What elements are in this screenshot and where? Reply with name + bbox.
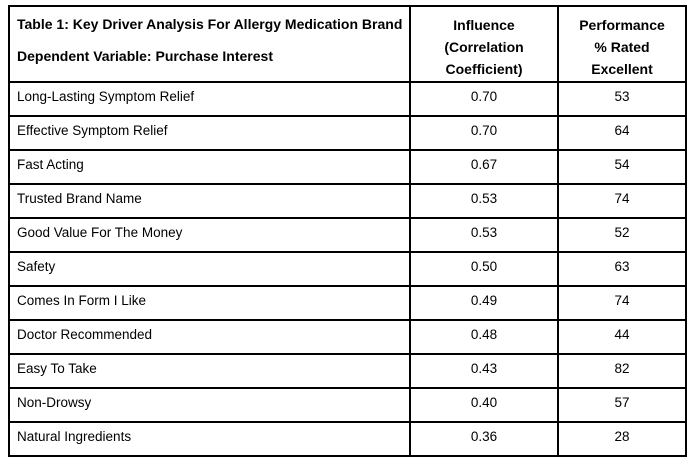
attribute-cell: Comes In Form I Like: [17, 293, 147, 308]
performance-header-line: Excellent: [591, 61, 653, 77]
influence-cell: 0.50: [409, 253, 557, 285]
attribute-cell: Long-Lasting Symptom Relief: [17, 89, 195, 104]
table-row: Fast Acting 0.67 54: [10, 149, 685, 183]
performance-cell: 82: [557, 355, 685, 387]
table-title: Table 1: Key Driver Analysis For Allergy…: [17, 16, 403, 32]
table-row: Doctor Recommended 0.48 44: [10, 319, 685, 353]
influence-cell: 0.48: [409, 321, 557, 353]
influence-cell: 0.40: [409, 389, 557, 421]
performance-cell: 64: [557, 117, 685, 149]
header-influence-column: Influence (Correlation Coefficient): [409, 7, 557, 81]
attribute-cell: Natural Ingredients: [17, 429, 132, 444]
performance-cell: 44: [557, 321, 685, 353]
table-row: Natural Ingredients 0.36 28: [10, 421, 685, 455]
table-row: Good Value For The Money 0.53 52: [10, 217, 685, 251]
table-header-row: Table 1: Key Driver Analysis For Allergy…: [10, 7, 685, 81]
influence-cell: 0.36: [409, 423, 557, 455]
influence-cell: 0.70: [409, 117, 557, 149]
performance-header-line: % Rated: [594, 39, 650, 55]
attribute-cell: Effective Symptom Relief: [17, 123, 168, 138]
performance-cell: 28: [557, 423, 685, 455]
performance-cell: 53: [557, 83, 685, 115]
influence-header-line: (Correlation: [444, 39, 524, 55]
performance-cell: 57: [557, 389, 685, 421]
influence-cell: 0.49: [409, 287, 557, 319]
table-row: Safety 0.50 63: [10, 251, 685, 285]
influence-header-line: Coefficient): [445, 61, 523, 77]
performance-cell: 54: [557, 151, 685, 183]
influence-cell: 0.67: [409, 151, 557, 183]
influence-cell: 0.53: [409, 185, 557, 217]
attribute-cell: Trusted Brand Name: [17, 191, 142, 206]
attribute-cell: Non-Drowsy: [17, 395, 92, 410]
influence-cell: 0.70: [409, 83, 557, 115]
performance-header-line: Performance: [579, 17, 665, 33]
attribute-cell: Safety: [17, 259, 56, 274]
performance-cell: 74: [557, 185, 685, 217]
key-driver-analysis-table: Table 1: Key Driver Analysis For Allergy…: [8, 5, 687, 457]
table-row: Easy To Take 0.43 82: [10, 353, 685, 387]
performance-cell: 74: [557, 287, 685, 319]
performance-cell: 52: [557, 219, 685, 251]
table-row: Trusted Brand Name 0.53 74: [10, 183, 685, 217]
table-row: Non-Drowsy 0.40 57: [10, 387, 685, 421]
attribute-cell: Fast Acting: [17, 157, 84, 172]
header-title-cell: Table 1: Key Driver Analysis For Allergy…: [10, 7, 409, 81]
dependent-variable-label: Dependent Variable: Purchase Interest: [17, 48, 273, 64]
influence-header-line: Influence: [453, 17, 515, 33]
table-row: Comes In Form I Like 0.49 74: [10, 285, 685, 319]
influence-cell: 0.43: [409, 355, 557, 387]
influence-cell: 0.53: [409, 219, 557, 251]
header-performance-column: Performance % Rated Excellent: [557, 7, 685, 81]
attribute-cell: Doctor Recommended: [17, 327, 153, 342]
table-row: Effective Symptom Relief 0.70 64: [10, 115, 685, 149]
attribute-cell: Good Value For The Money: [17, 225, 183, 240]
table-row: Long-Lasting Symptom Relief 0.70 53: [10, 81, 685, 115]
attribute-cell: Easy To Take: [17, 361, 97, 376]
performance-cell: 63: [557, 253, 685, 285]
